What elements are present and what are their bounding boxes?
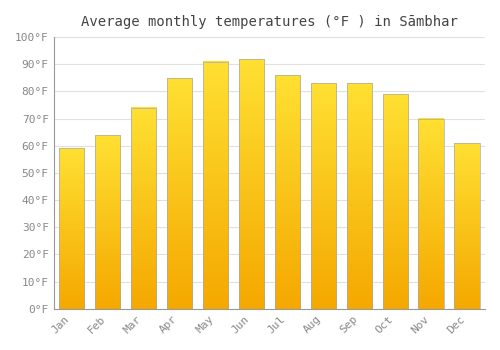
Bar — [310, 83, 336, 309]
Bar — [454, 143, 479, 309]
Bar — [418, 119, 444, 309]
Bar — [274, 75, 300, 309]
Bar — [346, 83, 372, 309]
Bar — [95, 135, 120, 309]
Title: Average monthly temperatures (°F ) in Sāmbhar: Average monthly temperatures (°F ) in Sā… — [81, 15, 458, 29]
Bar — [238, 59, 264, 309]
Bar — [131, 108, 156, 309]
Bar — [59, 148, 84, 309]
Bar — [167, 78, 192, 309]
Bar — [203, 62, 228, 309]
Bar — [382, 94, 407, 309]
